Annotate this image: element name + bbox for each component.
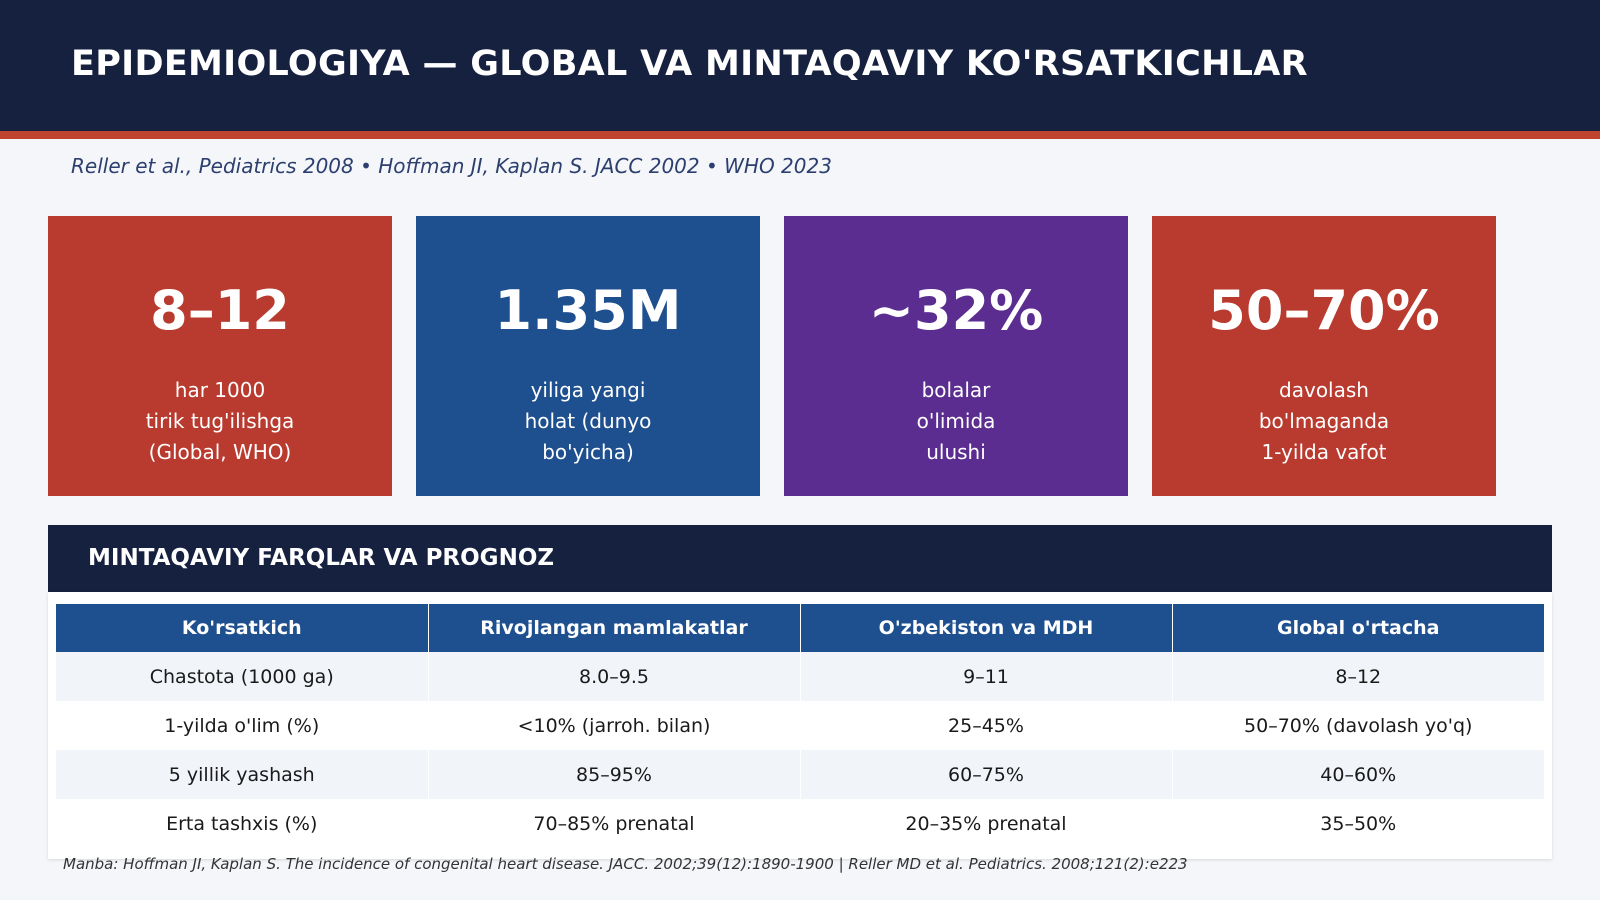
column-header: Global o'rtacha [1172, 604, 1544, 652]
stat-card-child-mortality-share: ~32% bolalar o'limida ulushi [784, 216, 1128, 496]
stat-description: davolash bo'lmaganda 1-yilda vafot [1258, 378, 1390, 464]
stat-description: bolalar o'limida ulushi [916, 378, 996, 464]
section-header: MINTAQAVIY FARQLAR VA PROGNOZ [48, 525, 1552, 592]
table-cell: 1-yilda o'lim (%) [56, 701, 429, 750]
stat-description: har 1000 tirik tug'ilishga (Global, WHO) [145, 378, 295, 464]
source-subtitle: Reller et al., Pediatrics 2008 • Hoffman… [71, 154, 832, 178]
table-cell: Chastota (1000 ga) [56, 652, 429, 701]
section-title: MINTAQAVIY FARQLAR VA PROGNOZ [88, 545, 555, 571]
stat-value: 1.35M [494, 279, 682, 342]
column-header: Ko'rsatkich [56, 604, 429, 652]
table-cell: 85–95% [428, 750, 801, 799]
table-row: 1-yilda o'lim (%) <10% (jarroh. bilan) 2… [56, 701, 1544, 750]
header-banner: EPIDEMIOLOGIYA — GLOBAL VA MINTAQAVIY KO… [0, 0, 1600, 131]
stat-card-untreated-mortality: 50–70% davolash bo'lmaganda 1-yilda vafo… [1152, 216, 1496, 496]
stat-card-incidence: 8–12 har 1000 tirik tug'ilishga (Global,… [48, 216, 392, 496]
page-title: EPIDEMIOLOGIYA — GLOBAL VA MINTAQAVIY KO… [71, 44, 1308, 84]
table-cell: 60–75% [800, 750, 1173, 799]
table-cell: Erta tashxis (%) [56, 799, 429, 848]
table-row: Chastota (1000 ga) 8.0–9.5 9–11 8–12 [56, 652, 1544, 701]
table-cell: <10% (jarroh. bilan) [428, 701, 801, 750]
stat-card-new-cases: 1.35M yiliga yangi holat (dunyo bo'yicha… [416, 216, 760, 496]
table-cell: 50–70% (davolash yo'q) [1172, 701, 1544, 750]
regional-comparison-table: Ko'rsatkich Rivojlangan mamlakatlar O'zb… [56, 604, 1544, 848]
source-footnote: Manba: Hoffman JI, Kaplan S. The inciden… [63, 855, 1188, 873]
column-header: Rivojlangan mamlakatlar [428, 604, 801, 652]
stat-value: 50–70% [1208, 279, 1440, 342]
stat-value: 8–12 [150, 279, 290, 342]
regional-table-panel: Ko'rsatkich Rivojlangan mamlakatlar O'zb… [48, 592, 1552, 859]
table-cell: 8.0–9.5 [428, 652, 801, 701]
table-row: Erta tashxis (%) 70–85% prenatal 20–35% … [56, 799, 1544, 848]
table-cell: 35–50% [1172, 799, 1544, 848]
table-cell: 8–12 [1172, 652, 1544, 701]
table-cell: 9–11 [800, 652, 1173, 701]
table-cell: 70–85% prenatal [428, 799, 801, 848]
header-accent-bar [0, 131, 1600, 139]
stat-value: ~32% [868, 279, 1044, 342]
table-header-row: Ko'rsatkich Rivojlangan mamlakatlar O'zb… [56, 604, 1544, 652]
table-cell: 5 yillik yashash [56, 750, 429, 799]
table-cell: 25–45% [800, 701, 1173, 750]
column-header: O'zbekiston va MDH [800, 604, 1173, 652]
table-row: 5 yillik yashash 85–95% 60–75% 40–60% [56, 750, 1544, 799]
table-cell: 20–35% prenatal [800, 799, 1173, 848]
stat-description: yiliga yangi holat (dunyo bo'yicha) [524, 378, 652, 464]
stat-cards: 8–12 har 1000 tirik tug'ilishga (Global,… [48, 216, 1497, 496]
table-cell: 40–60% [1172, 750, 1544, 799]
